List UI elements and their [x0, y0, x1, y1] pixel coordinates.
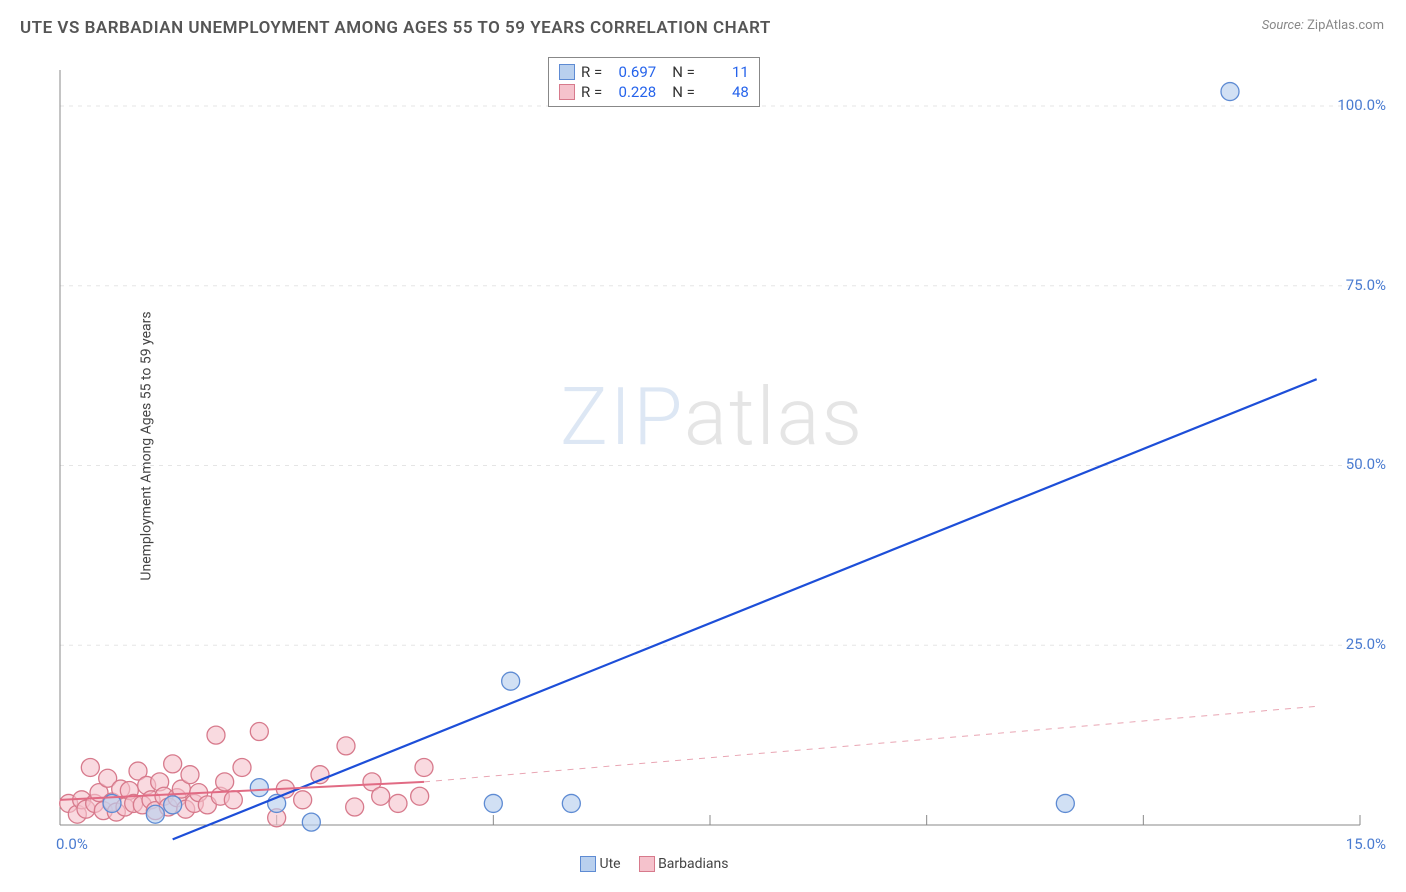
chart-title: UTE VS BARBADIAN UNEMPLOYMENT AMONG AGES…	[20, 18, 771, 38]
stat-n-value: 48	[701, 83, 749, 101]
scatter-point	[302, 813, 320, 831]
chart-source: Source: ZipAtlas.com	[1262, 18, 1384, 33]
x-tick-label-left: 0.0%	[56, 835, 88, 853]
y-tick-label: 75.0%	[1346, 276, 1386, 294]
scatter-point	[81, 758, 99, 776]
scatter-point	[411, 787, 429, 805]
scatter-point	[389, 794, 407, 812]
scatter-point	[415, 758, 433, 776]
scatter-point	[562, 794, 580, 812]
stat-r-label: R =	[581, 83, 602, 101]
scatter-point	[1056, 794, 1074, 812]
scatter-point	[207, 726, 225, 744]
y-tick-label: 100.0%	[1337, 96, 1386, 114]
legend-item: Barbadians	[639, 856, 729, 872]
scatter-point	[502, 672, 520, 690]
trend-line-extension	[424, 706, 1317, 782]
stat-n-value: 11	[701, 63, 749, 81]
legend-swatch	[580, 856, 596, 872]
stats-row: R = 0.697 N = 11	[559, 62, 749, 82]
scatter-point	[484, 794, 502, 812]
source-value: ZipAtlas.com	[1307, 18, 1384, 33]
scatter-point	[294, 791, 312, 809]
scatter-point	[337, 737, 355, 755]
scatter-point	[250, 779, 268, 797]
chart-container: UTE VS BARBADIAN UNEMPLOYMENT AMONG AGES…	[0, 0, 1406, 892]
legend-label: Ute	[599, 856, 620, 872]
x-tick-label-right: 15.0%	[1346, 835, 1386, 853]
stat-r-label: R =	[581, 63, 602, 81]
legend-bottom: Ute Barbadians	[580, 856, 729, 872]
trend-line	[173, 379, 1317, 839]
scatter-point	[164, 755, 182, 773]
legend-item: Ute	[580, 856, 621, 872]
legend-swatch	[559, 84, 575, 100]
scatter-point	[346, 798, 364, 816]
stat-n-label: N =	[672, 83, 695, 101]
stats-box: R = 0.697 N = 11 R = 0.228 N = 48	[548, 57, 760, 107]
legend-swatch	[559, 64, 575, 80]
stat-n-label: N =	[672, 63, 695, 81]
source-label: Source:	[1262, 18, 1304, 33]
scatter-point	[164, 796, 182, 814]
y-tick-label: 50.0%	[1346, 455, 1386, 473]
stat-r-value: 0.228	[608, 83, 656, 101]
scatter-point	[372, 787, 390, 805]
scatter-point	[224, 791, 242, 809]
stat-r-value: 0.697	[608, 63, 656, 81]
stats-row: R = 0.228 N = 48	[559, 82, 749, 102]
y-tick-label: 25.0%	[1346, 635, 1386, 653]
scatter-point	[1221, 83, 1239, 101]
scatter-plot	[50, 50, 1386, 850]
scatter-point	[250, 723, 268, 741]
scatter-point	[181, 766, 199, 784]
legend-label: Barbadians	[658, 856, 728, 872]
legend-swatch	[639, 856, 655, 872]
scatter-point	[216, 773, 234, 791]
scatter-point	[146, 805, 164, 823]
scatter-point	[233, 758, 251, 776]
